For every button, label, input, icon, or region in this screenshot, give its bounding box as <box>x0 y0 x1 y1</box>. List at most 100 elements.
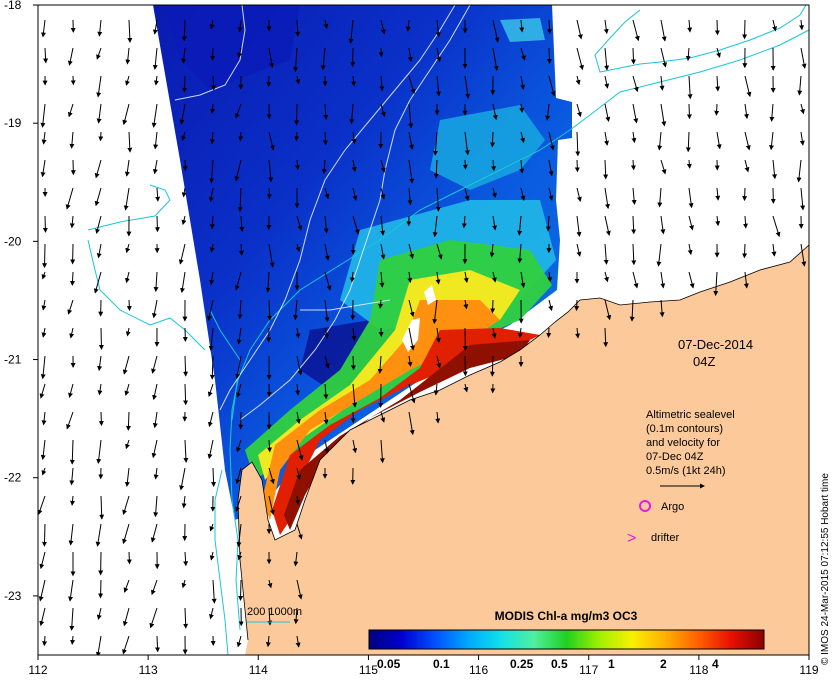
velocity-vector <box>68 523 74 546</box>
velocity-vector-field <box>38 19 807 655</box>
velocity-vector <box>67 47 74 66</box>
bathymetry-contour-south <box>214 469 229 655</box>
velocity-vector <box>630 159 636 171</box>
legend-line-4: 07-Dec 04Z <box>646 451 704 463</box>
velocity-vector <box>461 215 467 229</box>
velocity-vector <box>463 383 469 393</box>
velocity-vector <box>742 19 748 40</box>
velocity-vector <box>68 579 74 602</box>
velocity-vector <box>125 47 131 65</box>
velocity-vector <box>69 607 75 631</box>
velocity-vector <box>659 299 665 318</box>
velocity-vector <box>688 187 694 209</box>
velocity-vector <box>660 103 667 127</box>
velocity-vector <box>41 327 47 338</box>
velocity-vector <box>432 215 438 238</box>
velocity-vector <box>491 187 497 199</box>
velocity-vector <box>408 327 415 351</box>
velocity-vector <box>407 271 413 284</box>
velocity-vector <box>435 327 441 343</box>
velocity-vector <box>237 187 243 213</box>
velocity-vector <box>435 19 441 38</box>
colorbar-tick-label: 4 <box>712 657 719 671</box>
velocity-vector <box>154 215 160 233</box>
velocity-vector <box>295 159 300 171</box>
velocity-vector <box>407 47 413 63</box>
velocity-vector <box>236 635 242 648</box>
velocity-vector <box>408 103 414 129</box>
velocity-vector <box>65 187 74 210</box>
velocity-vector <box>744 75 752 98</box>
velocity-vector <box>236 439 242 453</box>
velocity-vector <box>268 467 275 485</box>
velocity-vector <box>548 159 554 177</box>
velocity-vector <box>685 131 691 153</box>
velocity-vector <box>632 103 639 124</box>
velocity-vector <box>208 187 214 203</box>
credit-label: © IMOS 24-Mar-2015 07:12:55 Hobart time <box>820 473 831 665</box>
velocity-vector <box>491 327 497 339</box>
velocity-vector <box>125 243 131 254</box>
velocity-vector <box>209 271 215 286</box>
velocity-vector <box>123 187 130 211</box>
velocity-vector <box>207 383 214 397</box>
velocity-vector <box>268 47 275 69</box>
velocity-vector <box>124 467 130 487</box>
velocity-vector <box>772 215 781 238</box>
velocity-vector <box>125 411 131 431</box>
velocity-vector <box>39 551 46 570</box>
velocity-vector <box>153 131 159 150</box>
velocity-vector <box>40 19 46 38</box>
velocity-vector <box>125 75 130 86</box>
velocity-vector <box>42 523 48 547</box>
velocity-vector <box>380 243 386 260</box>
velocity-vector <box>96 243 102 259</box>
velocity-vector <box>95 523 102 547</box>
velocity-vector <box>265 635 271 648</box>
velocity-vector <box>324 439 330 454</box>
velocity-vector <box>98 579 104 599</box>
velocity-vector <box>688 271 695 289</box>
velocity-vector <box>408 411 415 436</box>
velocity-vector <box>464 75 471 99</box>
velocity-vector <box>211 467 217 487</box>
velocity-vector <box>380 187 386 200</box>
velocity-vector <box>800 243 807 267</box>
sealevel-contour <box>174 5 246 101</box>
velocity-vector <box>744 159 750 173</box>
velocity-vector <box>604 75 610 89</box>
velocity-vector <box>183 551 189 567</box>
velocity-vector <box>632 75 639 93</box>
velocity-vector <box>492 215 498 231</box>
velocity-vector <box>181 579 187 589</box>
velocity-vector <box>268 495 275 516</box>
velocity-vector <box>126 299 132 311</box>
velocity-vector <box>93 271 102 294</box>
velocity-vector <box>294 131 300 142</box>
velocity-vector <box>99 495 105 520</box>
chl-red-band <box>272 328 540 535</box>
velocity-vector <box>43 47 49 64</box>
coastline <box>237 244 809 641</box>
velocity-vector <box>744 131 751 151</box>
velocity-vector <box>66 411 74 430</box>
velocity-vector <box>324 327 329 339</box>
velocity-vector <box>151 439 158 459</box>
velocity-vector <box>576 103 582 118</box>
velocity-vector <box>772 159 777 180</box>
velocity-vector <box>151 299 158 319</box>
velocity-vector <box>545 215 551 232</box>
velocity-vector <box>797 75 803 96</box>
velocity-vector <box>685 47 691 62</box>
velocity-vector <box>379 271 385 288</box>
velocity-vector <box>407 187 413 206</box>
velocity-vector <box>492 103 498 121</box>
x-tick-label: 112 <box>28 663 47 677</box>
velocity-vector <box>210 103 215 114</box>
velocity-vector <box>352 383 358 408</box>
cyan-eddy <box>430 105 545 190</box>
velocity-vector <box>715 75 721 92</box>
velocity-vector <box>320 47 326 71</box>
velocity-vector <box>209 551 215 561</box>
velocity-vector <box>124 383 130 396</box>
